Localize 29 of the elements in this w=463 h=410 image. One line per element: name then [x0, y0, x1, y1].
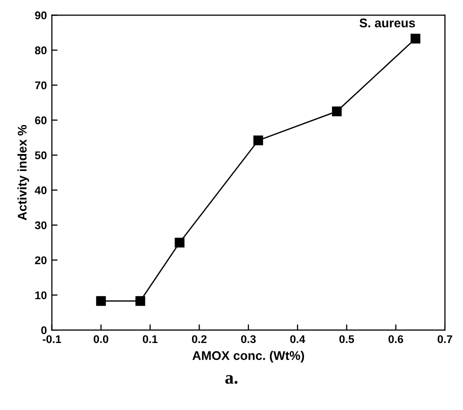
point — [410, 34, 420, 44]
x-tick-label: -0.1 — [42, 335, 62, 344]
y-tick-label: 50 — [34, 151, 47, 160]
point — [174, 238, 184, 248]
y-tick-label: 80 — [34, 46, 47, 54]
y-tick-label: 10 — [35, 291, 47, 300]
x-tick-label: 0.1 — [142, 335, 158, 344]
x-tick-label: 0.0 — [94, 335, 108, 344]
point — [253, 136, 264, 146]
y-tick-label: 40 — [34, 186, 47, 194]
y-tick-label: 30 — [34, 221, 47, 230]
y-axis-title: Activity index % — [17, 125, 30, 220]
x-tick-label: 0.4 — [290, 335, 306, 344]
x-tick-label: 0.2 — [192, 335, 207, 344]
y-tick-label: 0 — [41, 326, 47, 334]
x-tick-label: 0.6 — [388, 335, 404, 344]
y-tick-label: 70 — [35, 81, 47, 90]
x-axis-title: AMOX conc. (Wt%) — [192, 350, 304, 362]
text: a. — [225, 375, 238, 384]
point — [96, 296, 106, 306]
y-tick-label: 90 — [35, 11, 47, 20]
series-label: S. aureus — [360, 18, 415, 28]
point — [135, 296, 146, 306]
point — [332, 106, 342, 116]
x-tick-label: 0.3 — [241, 335, 256, 344]
x-tick-label: 0.5 — [339, 335, 354, 344]
y-tick-label: 20 — [35, 256, 47, 264]
x-tick-label: 0.7 — [438, 335, 452, 344]
y-tick-label: 60 — [35, 116, 47, 124]
